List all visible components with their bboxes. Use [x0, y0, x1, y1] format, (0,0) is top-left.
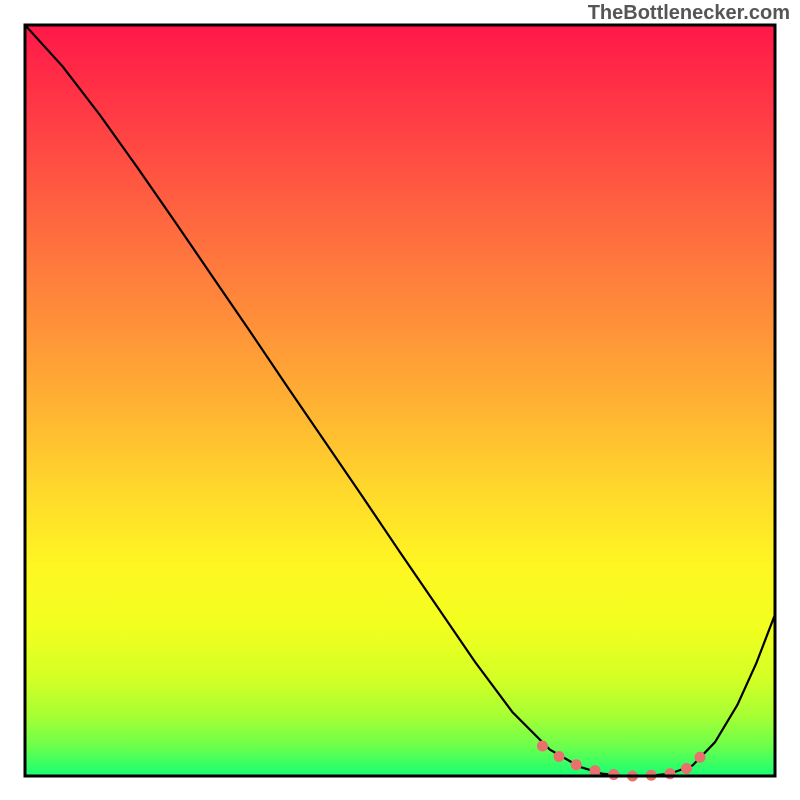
valley-marker — [537, 740, 548, 751]
valley-marker — [681, 763, 692, 774]
watermark-text: TheBottlenecker.com — [588, 2, 790, 25]
valley-marker — [554, 751, 565, 762]
valley-marker — [665, 768, 676, 779]
chart-svg — [0, 0, 800, 800]
chart-background — [25, 25, 775, 776]
valley-marker — [571, 759, 582, 770]
bottleneck-chart: TheBottlenecker.com — [0, 0, 800, 800]
valley-marker — [695, 752, 706, 763]
